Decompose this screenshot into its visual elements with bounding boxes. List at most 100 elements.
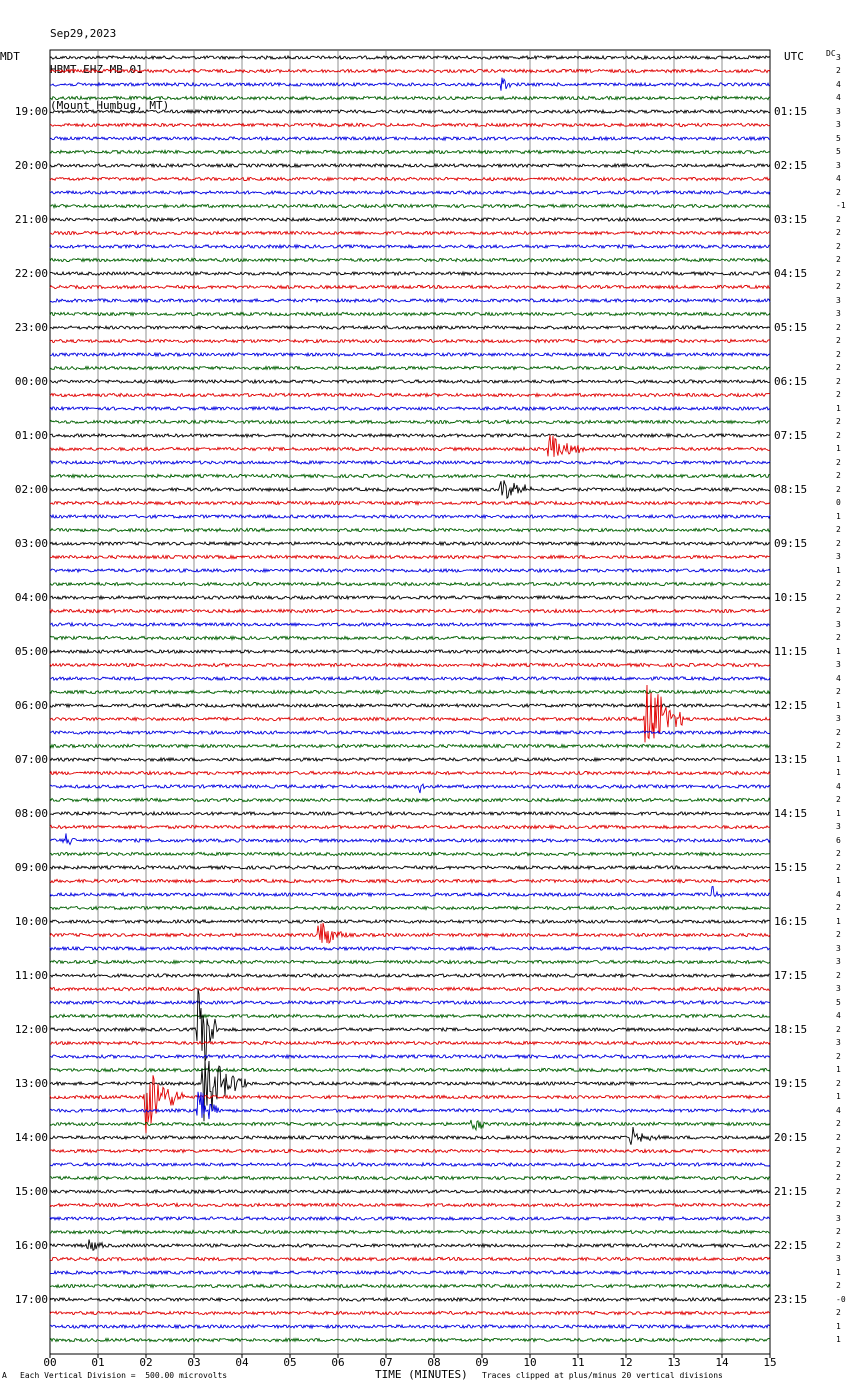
- dc-offset: 2: [836, 849, 841, 858]
- dc-offset: 2: [836, 606, 841, 615]
- x-tick-label: 15: [763, 1356, 777, 1369]
- trace-7: [49, 149, 771, 155]
- trace-42: [49, 621, 771, 628]
- dc-offset: 1: [836, 511, 841, 521]
- dc-offset: 3: [836, 1038, 841, 1047]
- left-hour-label: 08:00: [14, 806, 48, 820]
- location-label: (Mount Humbug, MT): [50, 99, 170, 112]
- trace-79: [49, 1119, 771, 1132]
- trace-60: [49, 864, 771, 871]
- x-tick-label: 10: [523, 1356, 537, 1369]
- trace-95: [49, 1337, 771, 1343]
- trace-38: [49, 567, 771, 574]
- trace-23: [49, 365, 771, 371]
- dc-offset: 2: [836, 457, 841, 467]
- left-hour-label: 10:00: [14, 914, 48, 928]
- x-tick-label: 09: [475, 1356, 489, 1369]
- left-hour-label: 17:00: [14, 1292, 48, 1306]
- trace-57: [49, 824, 771, 831]
- trace-37: [49, 554, 771, 560]
- x-tick-label: 02: [139, 1356, 153, 1369]
- x-tick-label: 01: [91, 1356, 105, 1369]
- trace-28: [49, 432, 771, 439]
- left-hour-label: 11:00: [14, 968, 48, 982]
- dc-offset: 2: [836, 228, 841, 237]
- x-tick-label: 12: [619, 1356, 633, 1369]
- trace-53: [49, 770, 771, 776]
- trace-17: [49, 284, 771, 290]
- dc-offset: 3: [836, 660, 841, 669]
- trace-24: [49, 378, 771, 385]
- trace-81: [50, 1148, 770, 1154]
- trace-64: [49, 918, 771, 925]
- dc-offset: 2: [836, 1119, 841, 1128]
- scale-prefix: A: [2, 1371, 7, 1380]
- trace-56: [49, 810, 771, 817]
- trace-50: [49, 729, 771, 736]
- trace-72: [49, 988, 771, 1062]
- dc-offset: 2: [836, 484, 841, 494]
- dc-offset: 2: [836, 633, 841, 642]
- trace-73: [49, 1040, 771, 1046]
- dc-offset: 3: [836, 714, 841, 723]
- dc-offset: 1: [836, 1335, 841, 1344]
- x-tick-label: 13: [667, 1356, 681, 1369]
- dc-offset: 5: [836, 133, 841, 143]
- dc-offset: 2: [836, 1281, 841, 1290]
- left-hour-label: 07:00: [14, 752, 48, 766]
- dc-offset: 3: [836, 619, 841, 629]
- dc-offset: -0: [836, 1294, 846, 1304]
- left-hour-label: 06:00: [14, 698, 48, 712]
- dc-offset: 2: [836, 1132, 841, 1142]
- left-hour-label: 20:00: [14, 158, 48, 172]
- left-hour-label: 15:00: [14, 1184, 48, 1198]
- right-hour-label: 19:15: [774, 1076, 808, 1090]
- dc-offset: 3: [836, 52, 841, 62]
- trace-77: [49, 1075, 771, 1134]
- dc-offset: 1: [836, 646, 841, 656]
- dc-offset: 2: [836, 1308, 841, 1317]
- left-hour-label: 13:00: [14, 1076, 48, 1090]
- trace-52: [49, 756, 771, 763]
- trace-1: [49, 68, 771, 74]
- right-hour-label: 02:15: [774, 158, 808, 172]
- dc-offset: 4: [836, 93, 841, 102]
- dc-offset: 2: [836, 1024, 841, 1034]
- trace-80: [49, 1127, 771, 1145]
- trace-39: [49, 581, 771, 587]
- dc-label: DC: [826, 49, 836, 58]
- dc-offset: 3: [836, 1213, 841, 1223]
- dc-offset: 2: [836, 430, 841, 440]
- dc-offset: 3: [836, 957, 841, 966]
- dc-offset: 2: [836, 795, 841, 804]
- dc-offset: 2: [836, 1240, 841, 1250]
- right-hour-label: 16:15: [774, 914, 808, 928]
- trace-29: [50, 435, 771, 457]
- trace-4: [49, 108, 771, 115]
- trace-0: [49, 54, 771, 61]
- dc-offset: 2: [836, 268, 841, 278]
- dc-offset: 3: [836, 984, 841, 993]
- dc-offset: 2: [836, 1051, 841, 1061]
- dc-offset: 2: [836, 1078, 841, 1088]
- trace-34: [49, 513, 771, 520]
- trace-68: [49, 972, 771, 979]
- trace-71: [49, 1013, 771, 1019]
- plot-frame: [49, 49, 771, 1355]
- trace-63: [49, 905, 771, 911]
- trace-19: [49, 311, 771, 318]
- trace-46: [49, 675, 771, 682]
- dc-offset: 3: [836, 120, 841, 129]
- trace-93: [49, 1310, 771, 1316]
- dc-offset: 2: [836, 471, 841, 480]
- dc-offset: 4: [836, 1011, 841, 1020]
- dc-offset: 1: [836, 754, 841, 764]
- dc-offset: 2: [836, 66, 841, 75]
- right-hour-label: 14:15: [774, 806, 808, 820]
- left-hour-label: 05:00: [14, 644, 48, 658]
- trace-67: [49, 959, 771, 965]
- dc-offset: 2: [836, 525, 841, 534]
- left-hour-label: 22:00: [14, 266, 48, 280]
- trace-87: [49, 1229, 771, 1235]
- left-hour-label: 21:00: [14, 212, 48, 226]
